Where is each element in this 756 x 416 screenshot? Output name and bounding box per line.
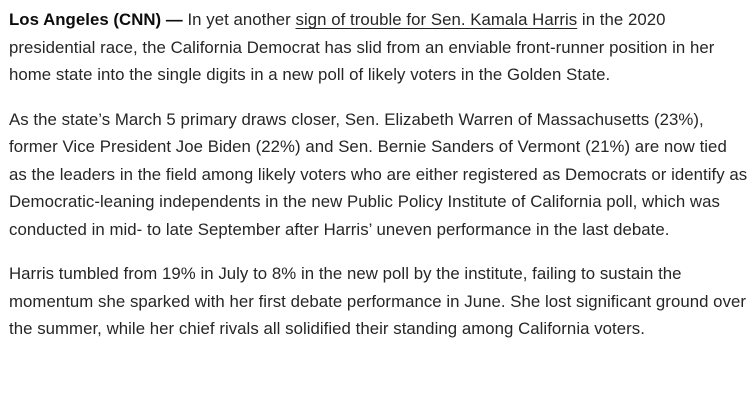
- harris-trouble-link[interactable]: sign of trouble for Sen. Kamala Harris: [295, 10, 578, 29]
- dateline: Los Angeles (CNN) —: [9, 10, 183, 29]
- article-body: Los Angeles (CNN) — In yet another sign …: [9, 6, 748, 338]
- paragraph-1-text-start: In yet another: [182, 10, 296, 29]
- paragraph-3: Harris tumbled from 19% in July to 8% in…: [9, 264, 747, 338]
- paragraph-2: As the state’s March 5 primary draws clo…: [9, 109, 748, 239]
- paragraph-1-text-end: in the 2020 presidential race, the Calif…: [9, 10, 715, 84]
- paragraph-1: Los Angeles (CNN) — In yet another sign …: [9, 6, 748, 89]
